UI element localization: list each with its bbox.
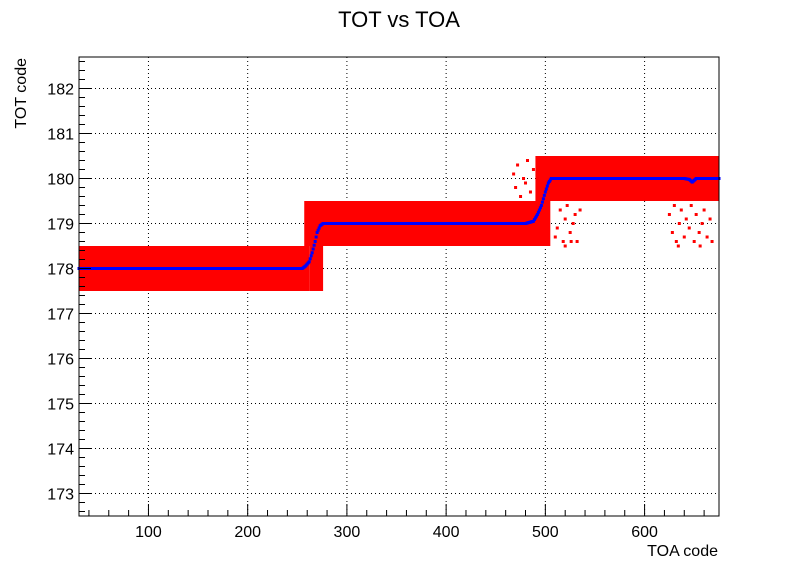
scatter-point-32	[684, 217, 688, 221]
profile-point-458	[531, 219, 535, 223]
profile-point-236	[311, 247, 315, 251]
y-tick-label: 177	[47, 307, 74, 324]
y-tick-label: 182	[47, 82, 74, 99]
profile-point-465	[538, 206, 542, 210]
profile-series	[77, 177, 721, 270]
profile-point-464	[537, 208, 541, 212]
chart-title: TOT vs TOA	[338, 7, 460, 32]
y-tick-label: 180	[47, 172, 74, 189]
scatter-point-41	[708, 217, 712, 221]
profile-point-461	[534, 214, 538, 218]
scatter-point-11	[541, 186, 545, 189]
scatter-point-28	[674, 240, 678, 243]
scatter-point-19	[571, 222, 575, 225]
data-scatter	[512, 159, 714, 248]
profile-point-471	[544, 187, 548, 191]
profile-point-232	[307, 260, 311, 264]
profile-point-468	[541, 197, 545, 201]
y-tick-label: 179	[47, 217, 74, 234]
x-tick-label: 300	[334, 524, 361, 541]
scatter-point-17	[565, 204, 569, 207]
scatter-point-33	[687, 226, 691, 230]
profile-point-472	[545, 184, 549, 188]
scatter-point-44	[698, 244, 702, 248]
scatter-point-8	[531, 168, 535, 171]
scatter-point-40	[705, 235, 709, 239]
scatter-point-14	[558, 208, 562, 212]
scatter-point-18	[568, 231, 572, 234]
scatter-point-22	[578, 208, 582, 212]
profile-point-470	[543, 190, 547, 194]
scatter-point-35	[692, 240, 696, 243]
x-tick-label: 100	[135, 524, 162, 541]
scatter-point-15	[561, 240, 565, 243]
scatter-point-37	[697, 231, 701, 234]
scatter-point-0	[512, 172, 516, 176]
scatter-point-2	[516, 163, 520, 167]
profile-point-460	[533, 216, 537, 220]
profile-point-234	[309, 254, 313, 258]
profile-point-469	[542, 193, 546, 197]
scatter-point-43	[676, 244, 680, 248]
y-tick-label: 178	[47, 262, 74, 279]
scatter-point-34	[689, 204, 693, 207]
profile-point-462	[535, 213, 539, 216]
scatter-point-23	[563, 244, 567, 248]
y-tick-label: 174	[47, 442, 74, 459]
scatter-point-42	[710, 240, 714, 243]
scatter-point-9	[535, 195, 539, 198]
x-tick-label: 200	[234, 524, 261, 541]
scatter-point-21	[575, 240, 579, 243]
y-tick-label: 176	[47, 352, 74, 369]
profile-point-240	[315, 231, 319, 234]
y-tick-label: 173	[47, 487, 74, 504]
scatter-point-4	[522, 177, 526, 180]
x-axis-label: TOA code	[647, 543, 718, 560]
x-tick-label: 600	[631, 524, 658, 541]
scatter-point-3	[519, 195, 523, 198]
scatter-point-7	[528, 190, 532, 194]
scatter-point-26	[670, 231, 674, 234]
x-ticks: 100 200 300 400 500 600	[88, 504, 705, 541]
profile-point-467	[540, 200, 544, 204]
scatter-point-5	[524, 181, 528, 185]
scatter-point-36	[694, 213, 698, 216]
scatter-point-29	[677, 222, 681, 225]
scatter-point-20	[573, 213, 577, 216]
scatter-point-30	[679, 208, 683, 212]
x-tick-label: 400	[433, 524, 460, 541]
profile-point-241	[316, 228, 320, 232]
y-ticks: 173 174 175 176 177 178 179 180 181 182	[47, 61, 91, 512]
scatter-point-12	[553, 235, 557, 239]
scatter-point-38	[700, 222, 704, 225]
profile-point-459	[532, 218, 536, 222]
scatter-point-39	[702, 208, 706, 212]
scatter-point-13	[555, 226, 559, 230]
scatter-point-24	[569, 240, 573, 243]
profile-point-242	[317, 226, 321, 230]
profile-point-466	[539, 204, 543, 207]
scatter-point-25	[667, 213, 671, 216]
scatter-point-27	[672, 204, 676, 207]
scatter-point-1	[514, 186, 518, 189]
scatter-point-16	[563, 217, 567, 221]
profile-point-238	[313, 240, 317, 243]
y-axis-label: TOT code	[13, 58, 30, 129]
scatter-point-31	[682, 235, 686, 239]
profile-point-463	[536, 210, 540, 214]
y-tick-label: 181	[47, 127, 74, 144]
y-tick-label: 175	[47, 397, 74, 414]
profile-point-235	[310, 251, 314, 255]
scatter-point-6	[525, 159, 529, 162]
profile-point-233	[308, 257, 312, 261]
profile-point-239	[314, 235, 318, 239]
scatter-point-10	[538, 172, 542, 176]
x-tick-label: 500	[532, 524, 559, 541]
profile-point-237	[312, 243, 316, 247]
